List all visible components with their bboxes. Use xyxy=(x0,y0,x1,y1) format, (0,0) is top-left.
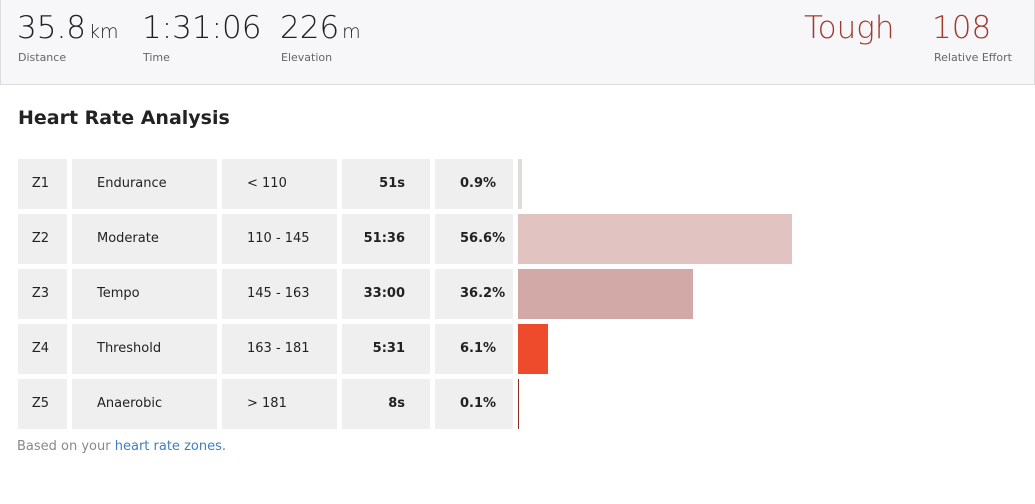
zone-percent: 0.9% xyxy=(435,159,513,209)
zone-time: 8s xyxy=(342,379,430,429)
zone-range: > 181 xyxy=(222,379,337,429)
zone-percent: 56.6% xyxy=(435,214,513,264)
zone-time: 5:31 xyxy=(342,324,430,374)
zone-bar xyxy=(518,159,523,209)
zone-time: 33:00 xyxy=(342,269,430,319)
distance-label: Distance xyxy=(18,51,67,64)
effort-rating: Tough xyxy=(804,10,895,46)
time-label: Time xyxy=(143,51,170,64)
zone-bar xyxy=(518,324,548,374)
zone-name: Threshold xyxy=(72,324,217,374)
zone-bar xyxy=(518,214,792,264)
zones-link[interactable]: heart rate zones. xyxy=(114,439,226,454)
distance-unit: km xyxy=(89,21,119,43)
distance-value: 35.8 xyxy=(17,10,87,46)
elevation-value: 226 xyxy=(280,10,340,46)
zone-name: Tempo xyxy=(72,269,217,319)
zone-time: 51:36 xyxy=(342,214,430,264)
zone-range: < 110 xyxy=(222,159,337,209)
zone-time: 51s xyxy=(342,159,430,209)
effort-label: Relative Effort xyxy=(934,51,1012,64)
zone-id: Z5 xyxy=(18,379,67,429)
elevation-label: Elevation xyxy=(281,51,333,64)
summary-header xyxy=(0,0,1035,85)
zone-range: 110 - 145 xyxy=(222,214,337,264)
zone-id: Z4 xyxy=(18,324,67,374)
zone-id: Z2 xyxy=(18,214,67,264)
footer-text: Based on your xyxy=(17,439,111,454)
zone-name: Endurance xyxy=(72,159,217,209)
time-value: 1:31:06 xyxy=(142,10,262,46)
section-title: Heart Rate Analysis xyxy=(18,107,230,129)
zone-name: Moderate xyxy=(72,214,217,264)
distance: 35.8 km xyxy=(17,10,119,46)
effort-value: 108 xyxy=(932,10,992,46)
zone-id: Z1 xyxy=(18,159,67,209)
zone-percent: 0.1% xyxy=(435,379,513,429)
zone-range: 145 - 163 xyxy=(222,269,337,319)
zone-percent: 6.1% xyxy=(435,324,513,374)
zone-range: 163 - 181 xyxy=(222,324,337,374)
zone-percent: 36.2% xyxy=(435,269,513,319)
elevation-unit: m xyxy=(342,21,361,43)
elevation: 226 m xyxy=(280,10,361,46)
zone-name: Anaerobic xyxy=(72,379,217,429)
footer: Based on your heart rate zones. xyxy=(17,439,226,454)
zone-bar xyxy=(518,269,694,319)
zone-id: Z3 xyxy=(18,269,67,319)
